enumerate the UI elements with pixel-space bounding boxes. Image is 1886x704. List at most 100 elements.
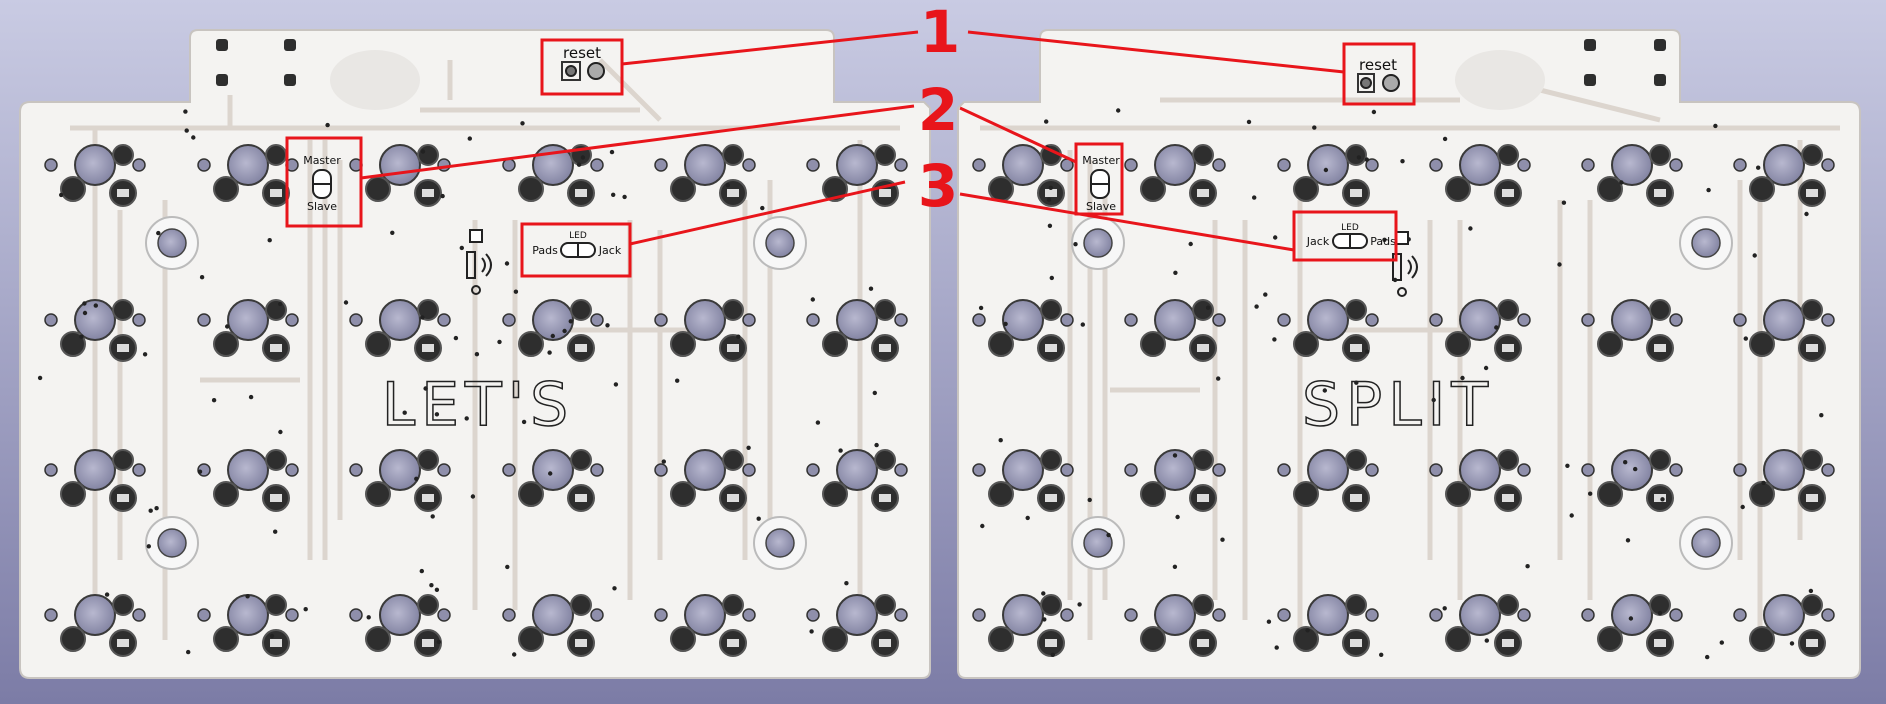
switch-pin-hole <box>1429 313 1443 327</box>
switch-center-hole <box>836 594 878 636</box>
mounting-hole <box>157 228 187 258</box>
via <box>420 315 425 320</box>
via <box>547 350 552 355</box>
via <box>59 192 64 198</box>
switch-pad <box>988 176 1014 202</box>
switch-pad <box>265 594 287 616</box>
via <box>225 324 230 329</box>
via <box>146 544 151 549</box>
diode-mark <box>575 189 587 197</box>
via <box>1468 226 1473 231</box>
switch-center-hole <box>1307 594 1349 636</box>
via <box>1657 610 1663 616</box>
via <box>725 183 730 188</box>
via <box>1216 376 1221 381</box>
switch-pin-hole <box>1365 463 1379 477</box>
connector-pad <box>1584 39 1596 51</box>
switch-pad <box>1445 626 1471 652</box>
via <box>37 375 43 381</box>
switch-pad <box>874 299 896 321</box>
switch-pin-hole <box>1821 463 1835 477</box>
left-slave-label: Slave <box>307 200 337 213</box>
via <box>810 297 815 302</box>
via <box>197 469 203 474</box>
diode-mark <box>1350 344 1362 352</box>
via <box>186 649 191 655</box>
via <box>1713 123 1718 129</box>
via <box>1073 242 1078 247</box>
switch-pin-hole <box>894 313 908 327</box>
switch-pad <box>822 481 848 507</box>
via <box>1625 538 1631 543</box>
via <box>1364 157 1370 162</box>
via <box>1442 606 1447 611</box>
switch-center-hole <box>1763 449 1805 491</box>
via <box>1660 497 1665 502</box>
via <box>1382 237 1387 242</box>
switch-pin-hole <box>590 158 604 172</box>
mounting-hole <box>1083 528 1113 558</box>
callout-box-left-reset <box>540 38 624 96</box>
switch-pin-hole <box>972 608 986 622</box>
via <box>1044 119 1049 124</box>
switch-pin-hole <box>1060 313 1074 327</box>
via <box>1220 537 1225 542</box>
diode-mark <box>1502 494 1514 502</box>
switch-center-hole <box>1154 299 1196 341</box>
via <box>183 109 188 114</box>
via <box>1048 185 1054 190</box>
switch-center-hole <box>1611 594 1653 636</box>
switch-pin-hole <box>502 608 516 622</box>
switch-pin-hole <box>1517 463 1531 477</box>
via <box>1312 125 1317 130</box>
via <box>156 230 161 236</box>
switch-pad <box>417 449 439 471</box>
switch-pin-hole <box>1277 313 1291 327</box>
via <box>504 261 510 266</box>
switch-pin-hole <box>44 158 58 172</box>
switch-pin-hole <box>806 463 820 477</box>
switch-pin-hole <box>654 608 668 622</box>
switch-pad <box>1140 626 1166 652</box>
via <box>1460 375 1465 381</box>
switch-pin-hole <box>1277 608 1291 622</box>
via <box>1041 591 1046 596</box>
left-led-label: LED <box>569 231 587 241</box>
switch-pad <box>60 176 86 202</box>
switch-pin-hole <box>1429 158 1443 172</box>
via <box>434 412 440 417</box>
switch-pad <box>1345 449 1367 471</box>
diode-mark <box>1045 639 1057 647</box>
via <box>366 615 371 620</box>
switch-pad <box>570 299 592 321</box>
mounting-hole <box>765 228 795 258</box>
switch-pad <box>1649 144 1671 166</box>
right-pads-label: Pads <box>1370 235 1396 248</box>
switch-pad <box>365 481 391 507</box>
via <box>414 476 419 481</box>
switch-pin-hole <box>349 608 363 622</box>
switch-pad <box>670 176 696 202</box>
switch-center-hole <box>1154 594 1196 636</box>
mounting-hole <box>765 528 795 558</box>
switch-pad <box>1597 331 1623 357</box>
via <box>1046 197 1052 202</box>
switch-pin-hole <box>349 463 363 477</box>
switch-center-hole <box>1154 144 1196 186</box>
switch-pad <box>518 331 544 357</box>
right-trrs-jack <box>1392 231 1418 297</box>
switch-pin-hole <box>1277 158 1291 172</box>
switch-pad <box>670 626 696 652</box>
right-reset-footprint: reset <box>1357 56 1400 93</box>
diode-mark <box>1806 344 1818 352</box>
via <box>611 192 616 197</box>
via <box>1623 460 1628 465</box>
connector-pad <box>216 39 228 51</box>
diode-mark <box>1045 189 1057 197</box>
switch-pad <box>570 449 592 471</box>
diode-mark <box>879 189 891 197</box>
left-reset-label: reset <box>563 44 601 62</box>
via <box>1565 463 1570 468</box>
switch-pin-hole <box>1517 608 1531 622</box>
switch-pad <box>60 481 86 507</box>
